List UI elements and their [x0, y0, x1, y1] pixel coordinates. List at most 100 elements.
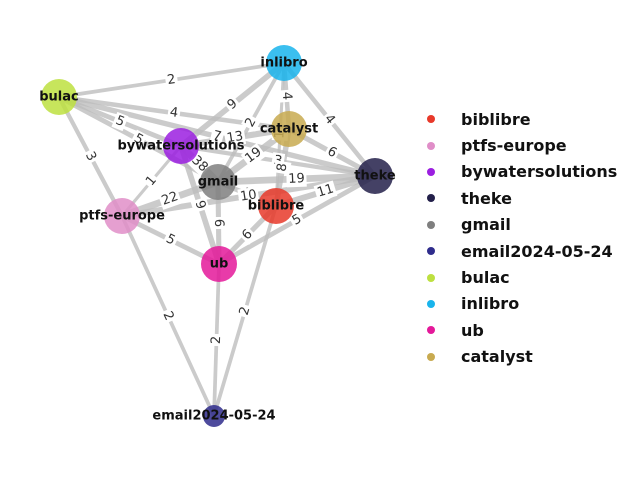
- edge-label-bulac-catalyst: 4: [166, 104, 182, 122]
- legend-item-bulac: bulac: [420, 264, 635, 290]
- edge-label-bg: [161, 230, 180, 250]
- edge-label-gmail-theke: 19: [286, 170, 307, 188]
- edge-label-bg: [80, 147, 101, 166]
- edge-label-gmail-ub: 6: [210, 216, 227, 230]
- node-inlibro[interactable]: inlibro: [260, 45, 308, 81]
- edge-label-inlibro-gmail: 2: [241, 113, 261, 132]
- edge-weight-label: 10: [239, 187, 258, 204]
- legend-item-theke: theke: [420, 185, 635, 211]
- node-label-bulac: bulac: [39, 90, 79, 105]
- node-email2024-05-24[interactable]: email2024-05-24: [152, 405, 276, 427]
- edge-label-bulac-ptfs-europe: 3: [80, 147, 101, 166]
- node-label-ub: ub: [210, 257, 229, 272]
- edge-label-ub-email2024-05-24: 2: [208, 333, 225, 347]
- legend-marker: [427, 220, 435, 229]
- edge-weight-label: 13: [226, 129, 245, 146]
- node-label-ptfs-europe: ptfs-europe: [79, 209, 165, 224]
- legend-item-bywatersolutions: bywatersolutions: [420, 159, 635, 185]
- edge-weight-label: 22: [160, 189, 181, 209]
- edge-label-catalyst-gmail: 19: [240, 143, 267, 168]
- node-gmail[interactable]: gmail: [198, 164, 239, 200]
- edge-weight-label: 7: [211, 128, 223, 145]
- edge-label-bulac-inlibro: 2: [164, 71, 179, 89]
- node-catalyst[interactable]: catalyst: [260, 111, 318, 147]
- edge-weight-label: 6: [211, 219, 226, 227]
- node-circle-theke[interactable]: [357, 158, 393, 194]
- edge-label-gmail-ptfs-europe: 22: [157, 188, 183, 210]
- edge-label-bg: [210, 216, 227, 230]
- edge-label-bulac-gmail: 5: [129, 129, 148, 150]
- legend: biblibre ptfs-europe bywatersolutions theke…: [420, 106, 635, 370]
- node-circle-bywatersolutions[interactable]: [163, 128, 199, 164]
- edge-label-bg: [240, 143, 267, 168]
- node-circle-catalyst[interactable]: [271, 111, 307, 147]
- legend-label: inlibro: [461, 294, 520, 314]
- edge-label-bg: [313, 180, 338, 202]
- node-label-inlibro: inlibro: [260, 56, 307, 71]
- edge-label-bg: [111, 111, 129, 132]
- node-label-email2024-05-24: email2024-05-24: [152, 409, 275, 424]
- node-label-bywatersolutions: bywatersolutions: [118, 139, 245, 154]
- legend-label: bywatersolutions: [461, 162, 618, 182]
- node-circle-email2024-05-24[interactable]: [203, 405, 225, 427]
- legend-label: theke: [461, 188, 512, 208]
- edge-label-bg: [286, 170, 307, 188]
- node-bywatersolutions[interactable]: bywatersolutions: [118, 128, 245, 164]
- edge-label-bg: [237, 225, 258, 245]
- node-ub[interactable]: ub: [201, 246, 237, 282]
- edge-label-biblibre-theke: 11: [313, 180, 338, 202]
- legend-marker: [427, 352, 435, 361]
- node-circle-inlibro[interactable]: [266, 45, 302, 81]
- edge-label-bg: [322, 142, 342, 163]
- legend-label: gmail: [461, 215, 511, 235]
- legend-item-ptfs-europe: ptfs-europe: [420, 132, 635, 158]
- node-circle-ptfs-europe[interactable]: [104, 198, 140, 234]
- edge-label-bg: [158, 307, 178, 325]
- edge-label-bulac-theke: 7: [209, 127, 225, 146]
- nodes-layer: biblibre ptfs-europe bywatersolutions theke…: [39, 45, 396, 427]
- legend-marker: [427, 247, 435, 256]
- edge-label-biblibre-ub: 6: [237, 225, 258, 245]
- edge-label-bg: [278, 89, 295, 103]
- legend-label: ub: [461, 320, 484, 340]
- legend-marker: [427, 299, 435, 308]
- node-ptfs-europe[interactable]: ptfs-europe: [79, 198, 165, 234]
- legend-label: catalyst: [461, 347, 533, 367]
- edge-label-bg: [287, 210, 307, 230]
- node-circle-bulac[interactable]: [41, 79, 77, 115]
- edge-label-inlibro-catalyst: 4: [278, 89, 295, 103]
- edge-label-bg: [209, 127, 225, 146]
- edge-label-bg: [141, 171, 162, 191]
- node-biblibre[interactable]: biblibre: [248, 188, 305, 224]
- edge-label-bulac-bywatersolutions: 5: [111, 111, 129, 132]
- legend-marker: [427, 115, 435, 124]
- edge-weight-label: 8: [274, 162, 290, 173]
- legend-marker: [427, 273, 435, 282]
- node-circle-biblibre[interactable]: [258, 188, 294, 224]
- edge-label-catalyst-theke: 6: [322, 142, 342, 163]
- node-circle-ub[interactable]: [201, 246, 237, 282]
- edge-label-bywatersolutions-ptfs-europe: 1: [141, 171, 162, 191]
- edge-label-bg: [235, 302, 255, 320]
- edge-label-bg: [319, 109, 340, 130]
- legend-marker: [427, 326, 435, 335]
- legend-item-catalyst: catalyst: [420, 344, 635, 370]
- edge-label-ptfs-europe-ub: 5: [161, 230, 180, 250]
- node-theke[interactable]: theke: [354, 158, 396, 194]
- edge-label-bg: [223, 128, 247, 147]
- legend-marker: [427, 167, 435, 176]
- node-circle-gmail[interactable]: [200, 164, 236, 200]
- edge-label-bg: [190, 196, 210, 214]
- edge-weight-label: 2: [237, 305, 254, 317]
- edge-label-biblibre-email2024-05-24: 2: [235, 302, 255, 320]
- edge-label-ub-theke: 5: [287, 210, 307, 230]
- edge-label-bg: [237, 186, 260, 206]
- edge-weight-label: 4: [169, 105, 179, 121]
- legend-label: email2024-05-24: [461, 241, 613, 261]
- node-label-theke: theke: [354, 169, 396, 184]
- edge-label-bg: [208, 333, 225, 347]
- legend-label: bulac: [461, 268, 510, 288]
- edge-label-catalyst-biblibre: 8: [273, 160, 292, 175]
- edge-label-inlibro-bywatersolutions: 9: [222, 94, 243, 115]
- node-bulac[interactable]: bulac: [39, 79, 79, 115]
